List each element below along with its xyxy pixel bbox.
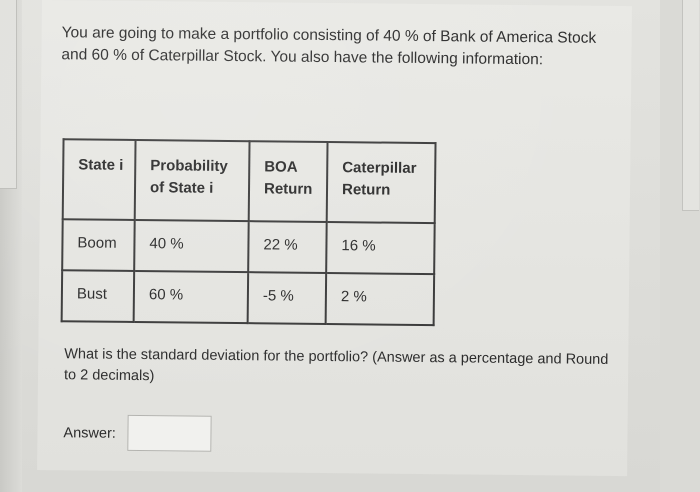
cell-state: Boom (62, 219, 135, 271)
answer-input[interactable] (127, 414, 212, 452)
cell-caterpillar-return: 2 % (325, 272, 435, 326)
cell-probability: 40 % (134, 219, 249, 273)
cell-boa-return: -5 % (247, 272, 327, 324)
left-panel-edge (0, 0, 17, 189)
state-returns-table: State i Probability of State i BOA Retur… (61, 138, 437, 326)
header-boa-return: BOA Return (248, 141, 328, 222)
cell-caterpillar-return: 16 % (326, 221, 435, 275)
answer-label: Answer: (63, 425, 116, 442)
question-card: You are going to make a portfolio consis… (37, 0, 632, 477)
right-panel-edge (682, 0, 699, 211)
question-intro: You are going to make a portfolio consis… (61, 24, 597, 69)
table-header-row: State i Probability of State i BOA Retur… (62, 139, 436, 224)
table-row: Bust 60 % -5 % 2 % (61, 270, 435, 326)
header-state: State i (62, 139, 136, 220)
cell-boa-return: 22 % (248, 221, 327, 273)
cell-probability: 60 % (133, 270, 249, 324)
question-prompt: What is the standard deviation for the p… (63, 346, 609, 385)
header-probability: Probability of State i (134, 139, 250, 222)
cell-state: Bust (61, 270, 135, 322)
header-caterpillar-return: Caterpillar Return (326, 141, 436, 224)
table-row: Boom 40 % 22 % 16 % (62, 219, 435, 275)
